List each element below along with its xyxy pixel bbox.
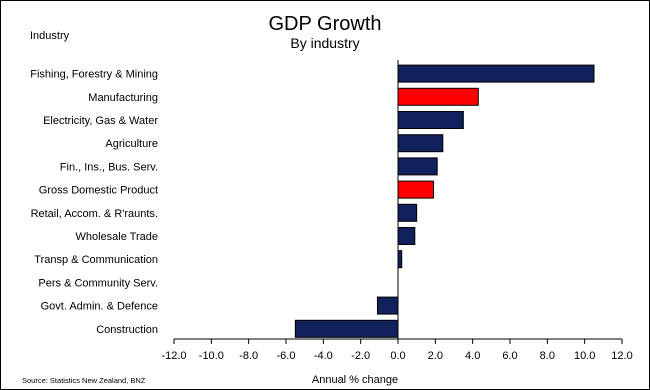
- bar-highlight: [397, 87, 479, 106]
- category-label: Pers & Community Serv.: [38, 277, 158, 289]
- category-label: Agriculture: [105, 138, 158, 150]
- bar-highlight: [397, 180, 434, 199]
- bar: [397, 134, 444, 153]
- x-axis-label: Annual % change: [312, 374, 398, 386]
- category-label: Gross Domestic Product: [39, 185, 158, 197]
- x-tick-label: 6.0: [502, 350, 517, 362]
- bar: [294, 319, 399, 338]
- category-label: Fishing, Forestry & Mining: [30, 69, 158, 81]
- bar: [397, 64, 595, 83]
- bar: [376, 296, 399, 315]
- bar: [397, 157, 438, 176]
- x-tick-label: -6.0: [277, 350, 296, 362]
- x-tick-label: -8.0: [239, 350, 258, 362]
- source-note: Source: Statistics New Zealand, BNZ: [22, 376, 146, 385]
- category-label: Manufacturing: [88, 92, 158, 104]
- bar: [397, 111, 464, 129]
- category-label: Fin., Ins., Bus. Serv.: [60, 161, 158, 173]
- category-header: Industry: [30, 30, 70, 42]
- bar: [397, 203, 418, 222]
- category-label: Electricity, Gas & Water: [43, 115, 158, 127]
- x-tick-label: -2.0: [351, 350, 370, 362]
- category-label: Retail, Accom. & R'raunts.: [31, 208, 158, 220]
- chart-marks: Fishing, Forestry & Mining Manufacturing E…: [30, 60, 633, 362]
- category-label: Wholesale Trade: [75, 231, 158, 243]
- category-label: Transp & Communication: [34, 254, 158, 266]
- bar: [397, 227, 416, 245]
- category-label: Govt. Admin. & Defence: [41, 301, 158, 313]
- x-tick-label: 8.0: [540, 350, 555, 362]
- x-tick-label: 10.0: [574, 350, 595, 362]
- x-tick-label: 4.0: [465, 350, 480, 362]
- category-label: Construction: [96, 324, 158, 336]
- x-tick-label: -4.0: [314, 350, 333, 362]
- bar: [397, 250, 403, 269]
- chart-title: GDP Growth: [269, 13, 382, 35]
- x-tick-label: 2.0: [428, 350, 443, 362]
- x-tick-label: 0.0: [390, 350, 405, 362]
- x-tick-label: -12.0: [161, 350, 186, 362]
- x-tick-label: -10.0: [199, 350, 224, 362]
- x-tick-label: 12.0: [611, 350, 632, 362]
- chart-subtitle: By industry: [290, 35, 359, 51]
